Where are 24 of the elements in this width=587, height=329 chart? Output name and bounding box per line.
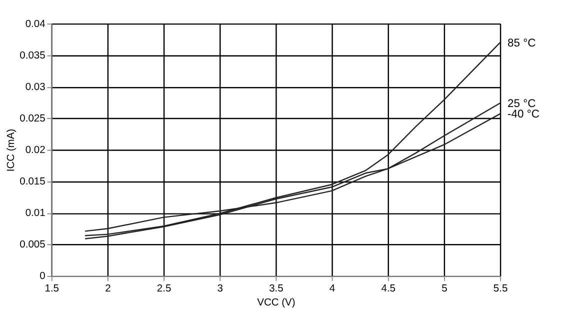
- y-tick-label: 0.04: [25, 18, 46, 30]
- x-tick-label: 2.5: [156, 283, 172, 294]
- y-tick-label: 0.02: [25, 145, 46, 156]
- series-label: 85 °C: [508, 37, 536, 50]
- line-series: [84, 42, 501, 236]
- y-tick-label: 0: [40, 271, 46, 282]
- x-tick-label: 4.5: [381, 283, 396, 294]
- x-tick-label: 4: [329, 283, 336, 294]
- y-axis-title: ICC (mA): [6, 128, 17, 172]
- y-tick-label: 0.01: [25, 208, 46, 220]
- series-label: 25 °C: [508, 98, 536, 110]
- x-tick-label: 3: [217, 283, 224, 294]
- x-tick-label: 2: [105, 283, 112, 294]
- y-tick-label: 0.005: [20, 240, 46, 251]
- x-tick-label: 1.5: [44, 283, 60, 294]
- y-tick-label: 0.035: [20, 50, 46, 62]
- x-tick-label: 5: [442, 283, 448, 294]
- x-tick-label: 5.5: [493, 283, 508, 294]
- y-tick-label: 0.025: [20, 114, 46, 125]
- y-tick-label: 0.03: [25, 82, 46, 93]
- series-label: -40 °C: [508, 108, 540, 121]
- x-tick-label: 3.5: [269, 283, 284, 294]
- x-axis-title: VCC (V): [257, 297, 296, 308]
- y-tick-label: 0.015: [20, 176, 46, 188]
